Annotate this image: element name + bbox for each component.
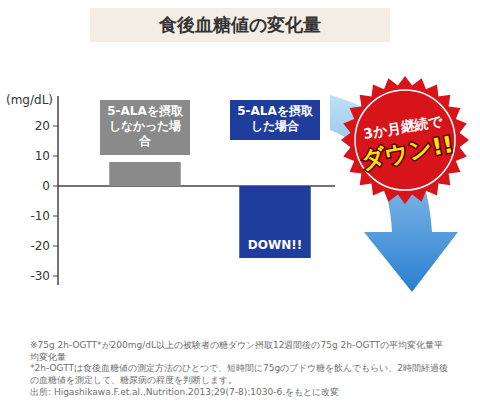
category-label-line: 5-ALAを摂取 [237,104,314,118]
badge [341,76,469,204]
y-tick [53,246,58,247]
y-tick-label: 0 [42,179,50,193]
title: 食後血糖値の変化量 [158,14,321,35]
page: {"chart_data": {"type": "bar", "title": … [0,0,480,415]
category-box [230,100,320,140]
y-tick-label: -20 [30,239,50,253]
category-label-line: しなかった場 [109,119,181,133]
category-label: 5-ALAを摂取しなかった場合 [107,104,184,148]
category-box [100,100,190,155]
y-tick [53,216,58,217]
y-tick [53,126,58,127]
category-label: 5-ALAを摂取した場合 [237,104,314,133]
y-tick-label: -10 [30,209,50,223]
y-tick [53,276,58,277]
title-box [90,8,390,42]
footnotes: ※75g 2h-OGTT*が200mg/dL以上の被験者の糖ダウン摂取12週間後… [30,340,450,398]
y-tick-label: 10 [35,149,50,163]
y-tick [53,186,58,187]
category-label-line: した場合 [251,119,300,133]
y-axis-label: (mg/dL) [6,93,53,107]
y-tick [53,156,58,157]
y-tick-label: 20 [35,119,50,133]
y-tick-label: -30 [30,269,50,283]
footnote: 出所: Higashikawa.F.et.al.,Nutrition.2013;… [30,387,450,399]
badge-text: 3か月継続でダウン!! [356,111,456,172]
y-axis-line [57,96,59,285]
chart-svg: 食後血糖値の変化量 (mg/dL) -30 -20 -10 0 10 20 DOWN!! 5-AL… [0,0,480,415]
footnote: ※75g 2h-OGTT*が200mg/dL以上の被験者の糖ダウン摂取12週間後… [30,340,450,363]
badge-ring [355,90,455,190]
footnote: *2h-OGTTは食後血糖値の測定方法のひとつで、短時間に75gのブドウ糖を飲ん… [30,363,450,386]
badge-line: ダウン!! [359,131,455,173]
category-label-line: 5-ALAを摂取 [107,104,184,118]
bar [109,162,181,186]
category-label-line: 合 [138,134,152,148]
bars [109,162,311,258]
bar [239,186,311,258]
bar-annotation: DOWN!! [248,238,302,252]
